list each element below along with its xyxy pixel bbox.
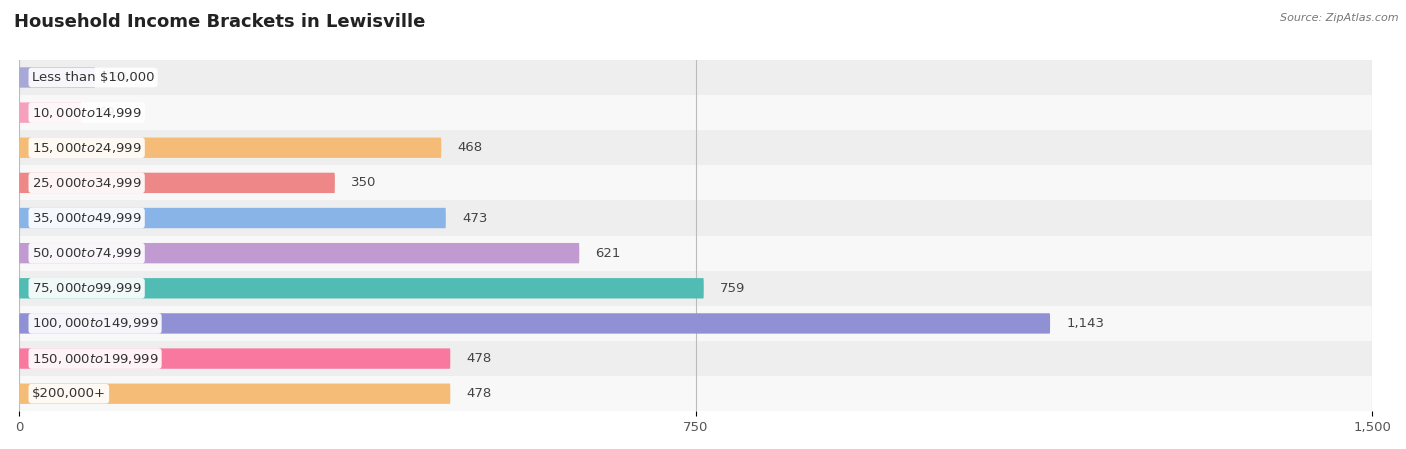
- Text: 759: 759: [720, 282, 745, 295]
- FancyBboxPatch shape: [20, 243, 579, 264]
- FancyBboxPatch shape: [20, 383, 450, 404]
- Text: $75,000 to $99,999: $75,000 to $99,999: [32, 281, 142, 295]
- Text: $15,000 to $24,999: $15,000 to $24,999: [32, 141, 142, 155]
- Text: 473: 473: [463, 211, 488, 224]
- Bar: [20, 376, 1372, 411]
- Text: $150,000 to $199,999: $150,000 to $199,999: [32, 352, 159, 365]
- FancyBboxPatch shape: [20, 67, 96, 88]
- Text: $200,000+: $200,000+: [32, 387, 105, 400]
- Text: 468: 468: [457, 141, 482, 154]
- Bar: [20, 306, 1372, 341]
- Text: 478: 478: [467, 352, 492, 365]
- Text: 621: 621: [596, 247, 621, 260]
- Text: Source: ZipAtlas.com: Source: ZipAtlas.com: [1281, 13, 1399, 23]
- Bar: [20, 60, 1372, 95]
- Bar: [20, 341, 1372, 376]
- Text: $50,000 to $74,999: $50,000 to $74,999: [32, 246, 142, 260]
- FancyBboxPatch shape: [20, 278, 704, 299]
- Text: Less than $10,000: Less than $10,000: [32, 71, 155, 84]
- FancyBboxPatch shape: [20, 348, 450, 369]
- FancyBboxPatch shape: [20, 208, 446, 228]
- FancyBboxPatch shape: [20, 137, 441, 158]
- Bar: [20, 130, 1372, 165]
- Text: $35,000 to $49,999: $35,000 to $49,999: [32, 211, 142, 225]
- Text: 350: 350: [352, 176, 377, 189]
- Text: 69: 69: [97, 106, 114, 119]
- Text: $25,000 to $34,999: $25,000 to $34,999: [32, 176, 142, 190]
- Bar: [20, 200, 1372, 236]
- Text: 84: 84: [111, 71, 128, 84]
- Text: 478: 478: [467, 387, 492, 400]
- FancyBboxPatch shape: [20, 173, 335, 193]
- Text: Household Income Brackets in Lewisville: Household Income Brackets in Lewisville: [14, 13, 426, 31]
- Text: $10,000 to $14,999: $10,000 to $14,999: [32, 106, 142, 119]
- FancyBboxPatch shape: [20, 313, 1050, 334]
- Text: $100,000 to $149,999: $100,000 to $149,999: [32, 317, 159, 330]
- Bar: [20, 236, 1372, 271]
- Bar: [20, 271, 1372, 306]
- Bar: [20, 95, 1372, 130]
- Text: 1,143: 1,143: [1066, 317, 1104, 330]
- FancyBboxPatch shape: [20, 102, 82, 123]
- Bar: [20, 165, 1372, 200]
